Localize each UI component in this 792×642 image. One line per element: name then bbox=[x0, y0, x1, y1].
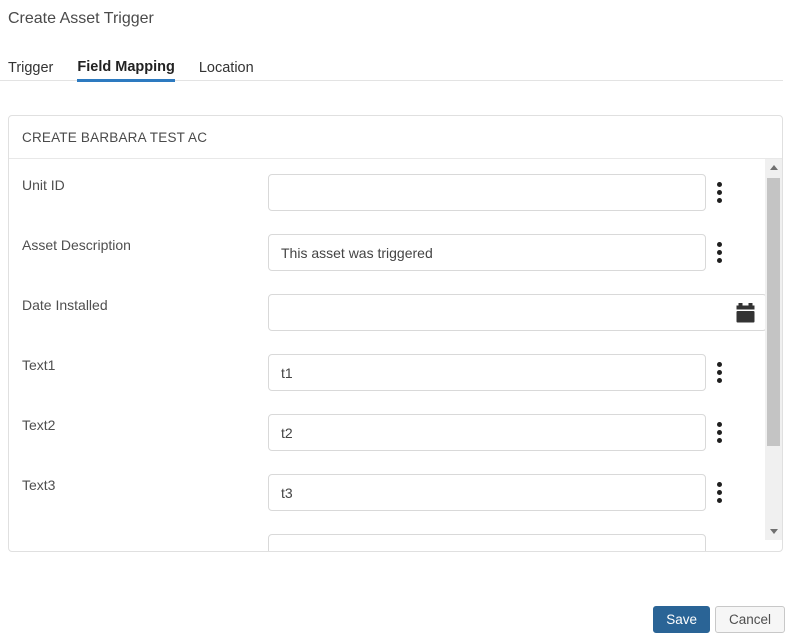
field-label: Text3 bbox=[22, 477, 56, 493]
kebab-menu-icon[interactable] bbox=[715, 360, 724, 385]
scroll-down-icon[interactable] bbox=[765, 523, 782, 540]
footer-actions: Save Cancel bbox=[653, 606, 785, 633]
kebab-menu-icon[interactable] bbox=[715, 480, 724, 505]
panel-body: Unit ID Asset Description Date Installed bbox=[9, 159, 782, 551]
field-row-unit-id: Unit ID bbox=[22, 174, 782, 211]
save-button[interactable]: Save bbox=[653, 606, 710, 633]
unit-id-input[interactable] bbox=[268, 174, 706, 211]
text2-input[interactable] bbox=[268, 414, 706, 451]
calendar-icon[interactable] bbox=[735, 302, 756, 323]
tab-location[interactable]: Location bbox=[198, 60, 254, 76]
cancel-button[interactable]: Cancel bbox=[714, 606, 785, 633]
field-row-text1: Text1 bbox=[22, 354, 782, 391]
text3-input[interactable] bbox=[268, 474, 706, 511]
scroll-up-icon[interactable] bbox=[765, 159, 782, 176]
field-mapping-panel: CREATE BARBARA TEST AC Unit ID Asset Des… bbox=[8, 115, 783, 552]
asset-description-input[interactable] bbox=[268, 234, 706, 271]
date-installed-input[interactable] bbox=[268, 294, 767, 331]
field-label: Date Installed bbox=[22, 297, 108, 313]
field-row-asset-description: Asset Description bbox=[22, 234, 782, 271]
partial-next-input[interactable] bbox=[268, 534, 706, 551]
kebab-menu-icon[interactable] bbox=[715, 180, 724, 205]
kebab-menu-icon[interactable] bbox=[715, 240, 724, 265]
field-label: Text2 bbox=[22, 417, 56, 433]
field-label: Text1 bbox=[22, 357, 56, 373]
field-row-partial bbox=[268, 534, 782, 551]
scrollbar-thumb[interactable] bbox=[767, 178, 780, 446]
field-label: Asset Description bbox=[22, 237, 131, 253]
tab-trigger[interactable]: Trigger bbox=[8, 60, 54, 76]
kebab-menu-icon[interactable] bbox=[715, 420, 724, 445]
text1-input[interactable] bbox=[268, 354, 706, 391]
field-row-date-installed: Date Installed bbox=[22, 294, 782, 331]
field-row-text2: Text2 bbox=[22, 414, 782, 451]
field-row-text3: Text3 bbox=[22, 474, 782, 511]
tab-field-mapping[interactable]: Field Mapping bbox=[77, 59, 175, 82]
scrollbar[interactable] bbox=[765, 159, 782, 540]
tabstrip: Trigger Field Mapping Location bbox=[0, 56, 783, 82]
field-label: Unit ID bbox=[22, 177, 65, 193]
page-title: Create Asset Trigger bbox=[8, 10, 154, 27]
panel-title: CREATE BARBARA TEST AC bbox=[9, 116, 782, 159]
